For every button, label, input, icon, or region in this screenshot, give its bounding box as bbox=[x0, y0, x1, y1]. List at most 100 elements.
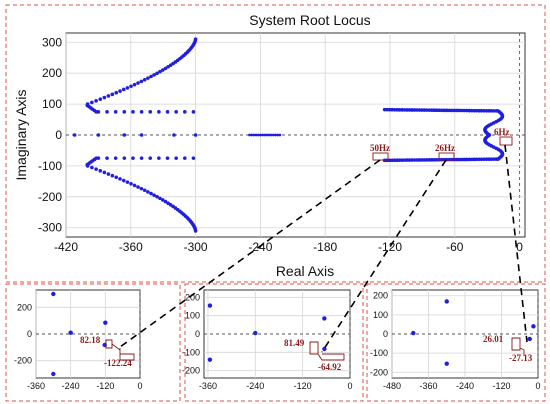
inset-1-label-real: -122.24 bbox=[104, 358, 132, 368]
main-x-tick-label: 0 bbox=[516, 240, 523, 254]
locus-point bbox=[487, 133, 492, 137]
locus-point bbox=[464, 157, 469, 162]
locus-point bbox=[142, 188, 147, 193]
main-y-tick-label: 300 bbox=[42, 35, 62, 49]
locus-point bbox=[400, 158, 404, 162]
main-locus-points bbox=[72, 37, 505, 233]
locus-point bbox=[477, 108, 481, 113]
main-y-tick-label: 0 bbox=[55, 128, 62, 142]
locus-point bbox=[90, 165, 94, 170]
locus-point bbox=[410, 108, 414, 112]
locus-point bbox=[106, 172, 111, 176]
locus-point bbox=[129, 84, 133, 89]
locus-point bbox=[382, 107, 387, 112]
y-axis-label: Imaginary Axis bbox=[13, 89, 29, 180]
locus-point bbox=[139, 156, 144, 160]
locus-point bbox=[447, 108, 451, 113]
locus-point bbox=[118, 89, 122, 93]
locus-point bbox=[94, 167, 98, 171]
locus-point bbox=[172, 133, 176, 137]
locus-point bbox=[110, 173, 115, 178]
locus-point bbox=[155, 194, 159, 199]
locus-point bbox=[457, 157, 461, 162]
inset-2-y-tick-label: -200 bbox=[182, 366, 200, 376]
inset-3-y-tick-label: -100 bbox=[370, 348, 388, 358]
locus-point bbox=[427, 158, 432, 162]
locus-point bbox=[459, 108, 464, 113]
locus-point bbox=[160, 198, 165, 202]
inset-3-data-point bbox=[531, 324, 536, 329]
inset-2-label-imag: 81.49 bbox=[284, 338, 305, 348]
locus-point bbox=[425, 158, 429, 162]
inset-2-data-point bbox=[322, 316, 327, 321]
locus-point bbox=[142, 77, 147, 82]
main-x-tick-label: -420 bbox=[54, 240, 78, 254]
locus-point bbox=[489, 109, 494, 113]
x-axis-label: Real Axis bbox=[276, 263, 334, 279]
inset-3-label-real: -27.13 bbox=[509, 353, 533, 363]
locus-point bbox=[489, 157, 494, 161]
inset-3-x-tick-label: -240 bbox=[456, 381, 474, 391]
leader-26hz bbox=[321, 159, 447, 353]
locus-point bbox=[157, 156, 161, 160]
annotation-26hz: 26Hz bbox=[435, 143, 455, 153]
locus-point bbox=[492, 157, 496, 161]
locus-point bbox=[429, 158, 434, 162]
locus-point bbox=[265, 133, 269, 137]
locus-point bbox=[174, 156, 178, 160]
inset-2-data-point bbox=[207, 303, 213, 308]
locus-point bbox=[434, 157, 439, 162]
locus-point bbox=[390, 158, 394, 163]
locus-point bbox=[462, 108, 466, 113]
locus-point bbox=[464, 108, 469, 113]
locus-point bbox=[191, 110, 196, 114]
locus-point bbox=[479, 157, 484, 162]
marker-26hz-box bbox=[438, 152, 455, 161]
locus-point bbox=[136, 81, 140, 85]
locus-point bbox=[479, 108, 484, 113]
locus-point bbox=[261, 133, 264, 137]
locus-point bbox=[165, 156, 170, 160]
main-x-tick-label: -120 bbox=[378, 240, 402, 254]
locus-point bbox=[183, 110, 187, 114]
inset-2-x-tick-label: -120 bbox=[294, 381, 312, 391]
annotation-50hz: 50Hz bbox=[370, 143, 390, 153]
locus-point bbox=[387, 107, 392, 112]
locus-point bbox=[274, 133, 277, 137]
inset-2-points bbox=[207, 303, 327, 362]
locus-point bbox=[252, 133, 256, 137]
inset-3-label-imag: 26.01 bbox=[483, 334, 504, 344]
locus-point bbox=[102, 170, 107, 175]
locus-point bbox=[148, 156, 153, 160]
locus-point bbox=[425, 108, 429, 112]
locus-point bbox=[487, 157, 491, 161]
locus-point bbox=[269, 133, 273, 137]
inset-1-y-tick-label: -200 bbox=[14, 356, 32, 366]
locus-point bbox=[432, 157, 437, 162]
locus-point bbox=[98, 97, 103, 102]
locus-point bbox=[454, 108, 459, 113]
inset-3-y-tick-label: -200 bbox=[370, 367, 388, 377]
locus-point bbox=[454, 157, 459, 162]
locus-point bbox=[166, 201, 170, 206]
locus-point bbox=[390, 107, 394, 112]
locus-point bbox=[487, 109, 491, 113]
locus-point bbox=[434, 108, 439, 113]
inset-1-x-tick-label: -120 bbox=[96, 381, 114, 391]
inset-2-x-tick-label: -360 bbox=[199, 381, 217, 391]
locus-point bbox=[94, 99, 98, 103]
inset-3-x-tick-label: -360 bbox=[419, 381, 437, 391]
locus-point bbox=[125, 86, 130, 90]
locus-point bbox=[422, 108, 427, 112]
locus-point bbox=[427, 108, 432, 112]
locus-point bbox=[439, 108, 444, 113]
locus-point bbox=[400, 108, 404, 112]
inset-2-data-point bbox=[322, 346, 327, 352]
marker-50hz-box bbox=[372, 152, 389, 161]
locus-point bbox=[174, 110, 178, 114]
locus-point bbox=[160, 68, 165, 72]
locus-point bbox=[114, 175, 119, 180]
locus-point bbox=[385, 107, 389, 112]
leader-6hz bbox=[504, 144, 528, 343]
